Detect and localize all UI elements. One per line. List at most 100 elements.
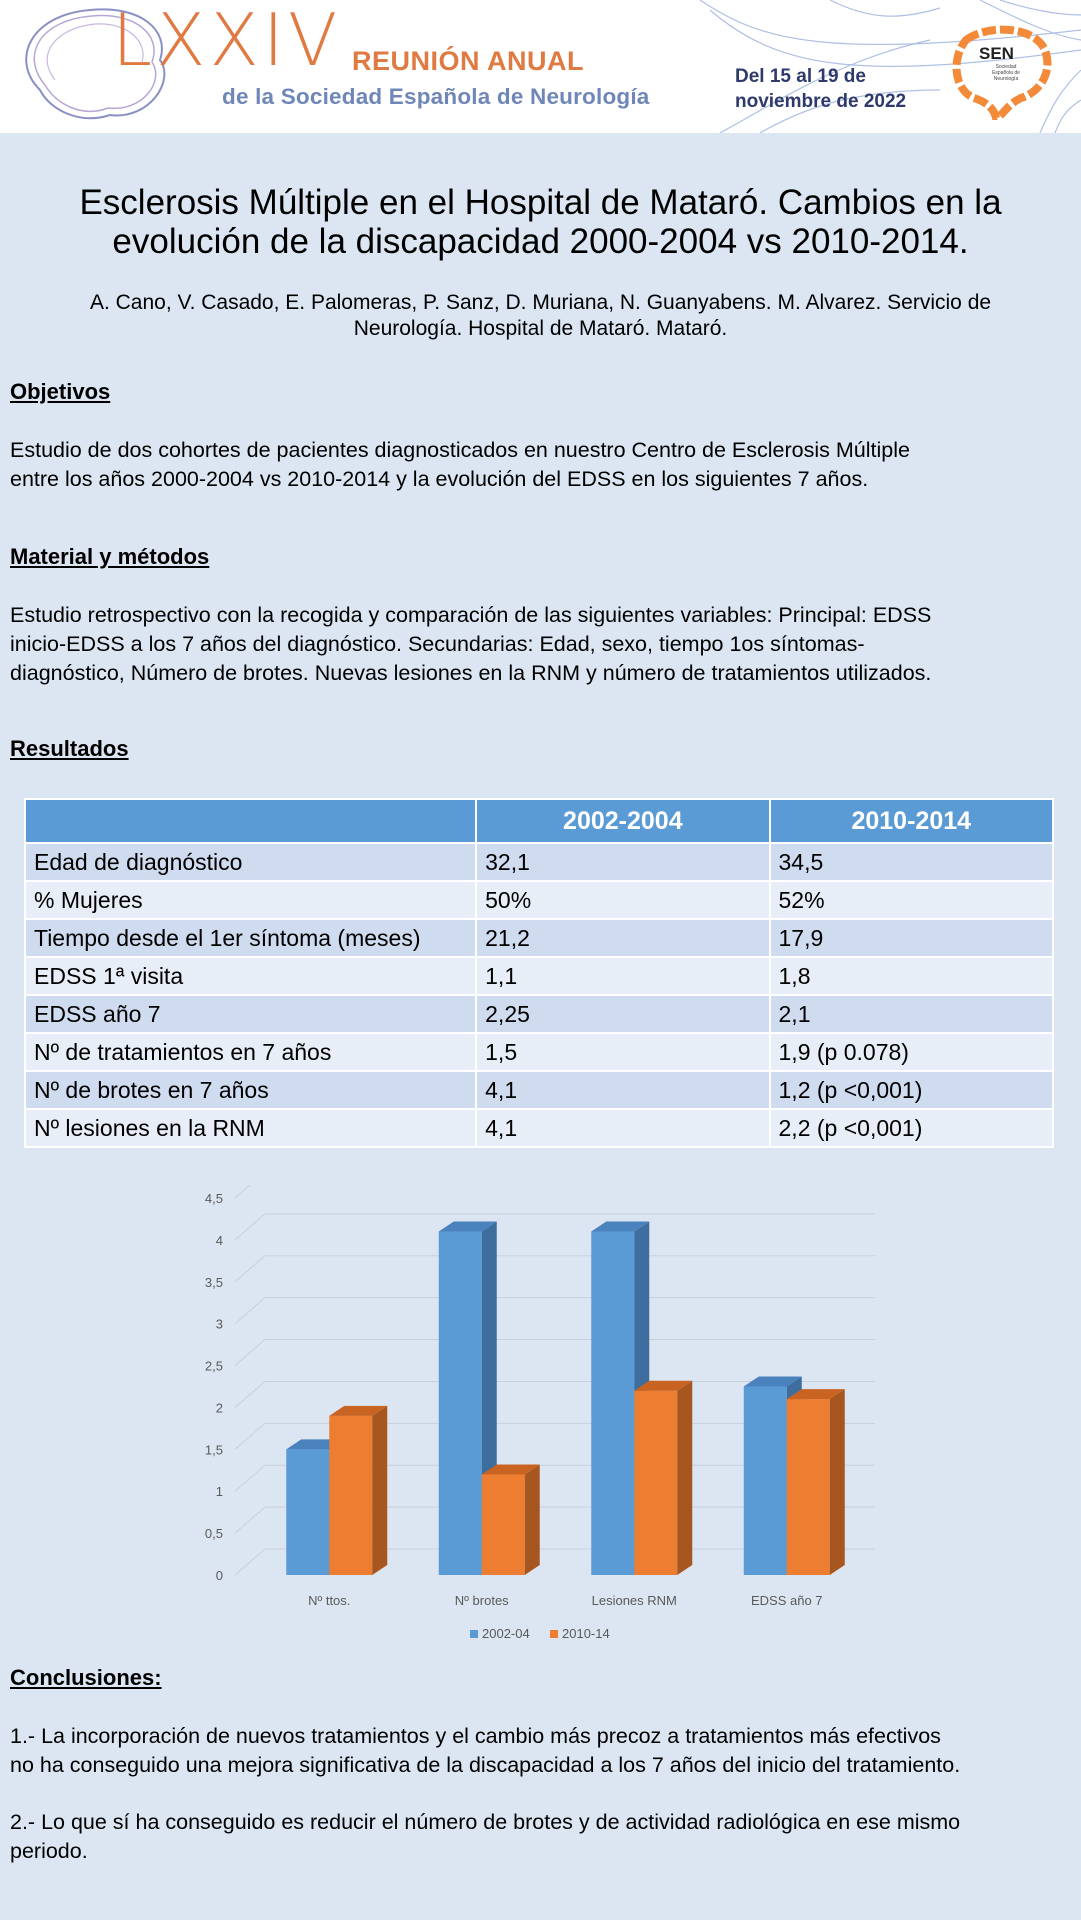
conclusion-2: 2.- Lo que sí ha conseguido es reducir e… bbox=[10, 1808, 1080, 1866]
bar-side bbox=[829, 1389, 845, 1575]
bar bbox=[786, 1399, 830, 1575]
bar-top bbox=[743, 1376, 802, 1387]
table-cell: 2,25 bbox=[475, 994, 771, 1034]
table-row: EDSS año 7 2,25 2,1 bbox=[23, 994, 1055, 1034]
table-cell: Nº de brotes en 7 años bbox=[23, 1070, 478, 1110]
gridline-side bbox=[234, 1548, 266, 1576]
resultados-heading: Resultados bbox=[10, 736, 129, 761]
objetivos-line-1: Estudio de dos cohortes de pacientes dia… bbox=[10, 438, 910, 462]
meeting-title: REUNIÓN ANUAL bbox=[352, 46, 584, 76]
bar-top bbox=[786, 1389, 845, 1400]
bar-side bbox=[524, 1464, 540, 1575]
title-line-2: evolución de la discapacidad 2000-2004 v… bbox=[112, 222, 969, 261]
table-cell: 2,2 (p <0,001) bbox=[768, 1108, 1055, 1148]
bar bbox=[438, 1231, 482, 1575]
sen-logo-icon bbox=[952, 25, 1052, 120]
table-header-cell: 2002-2004 bbox=[475, 798, 771, 844]
authors-line-1: A. Cano, V. Casado, E. Palomeras, P. San… bbox=[89, 291, 992, 314]
table-cell: 52% bbox=[768, 880, 1055, 920]
poster-title: Esclerosis Múltiple en el Hospital de Ma… bbox=[20, 183, 1061, 261]
x-tick-label: Lesiones RNM bbox=[592, 1593, 677, 1608]
bar-side bbox=[677, 1380, 693, 1575]
conclusion-1-line-2: no ha conseguido una mejora significativ… bbox=[10, 1753, 961, 1777]
table-cell: Nº lesiones en la RNM bbox=[23, 1108, 478, 1148]
x-tick-label: Nº ttos. bbox=[308, 1593, 350, 1608]
y-tick-label: 0,5 bbox=[205, 1526, 223, 1541]
y-tick-label: 2,5 bbox=[205, 1359, 223, 1374]
bar-top bbox=[481, 1464, 540, 1475]
table-cell: 4,1 bbox=[475, 1070, 771, 1110]
y-tick-label: 1 bbox=[216, 1484, 223, 1499]
table-cell: EDSS año 7 bbox=[23, 994, 478, 1034]
bar-side bbox=[372, 1405, 388, 1575]
gridline-side bbox=[234, 1255, 266, 1283]
bar bbox=[329, 1415, 373, 1575]
bar-top bbox=[438, 1221, 497, 1232]
table-cell: Nº de tratamientos en 7 años bbox=[23, 1032, 478, 1072]
legend-swatch bbox=[550, 1630, 558, 1638]
sen-logo-text: SEN bbox=[979, 44, 1014, 63]
conclusion-2-line-2: periodo. bbox=[10, 1839, 88, 1863]
results-table: 2002-2004 2010-2014 Edad de diagnóstico … bbox=[23, 798, 1055, 1148]
header-banner: LXXIV REUNIÓN ANUAL de la Sociedad Españ… bbox=[0, 0, 1081, 133]
results-bar-chart: 0 0,5 1 1,5 2 2,5 3 3,5 4 4,5 Nº ttos. Nº brotes Les… bbox=[205, 1185, 875, 1641]
table-cell: 32,1 bbox=[475, 842, 771, 882]
table-header-cell bbox=[23, 798, 478, 844]
metodos-heading: Material y métodos bbox=[10, 544, 210, 569]
table-cell: 4,1 bbox=[475, 1108, 771, 1148]
conclusiones-heading: Conclusiones: bbox=[10, 1665, 162, 1690]
metodos-line-2: inicio-EDSS a los 7 años del diagnóstico… bbox=[10, 632, 865, 656]
table-cell: 34,5 bbox=[768, 842, 1055, 882]
table-row: Nº lesiones en la RNM 4,1 2,2 (p <0,001) bbox=[23, 1108, 1055, 1148]
x-tick-label: EDSS año 7 bbox=[751, 1593, 823, 1608]
society-name: de la Sociedad Española de Neurología bbox=[222, 84, 650, 109]
gridline-side bbox=[234, 1213, 266, 1241]
bar bbox=[634, 1390, 678, 1575]
table-row: % Mujeres 50% 52% bbox=[23, 880, 1055, 920]
y-tick-label: 1,5 bbox=[205, 1442, 223, 1457]
objetivos-text: Estudio de dos cohortes de pacientes dia… bbox=[10, 436, 1075, 494]
bar-top bbox=[591, 1221, 650, 1232]
gridline-side bbox=[234, 1506, 266, 1534]
gridline-side bbox=[234, 1422, 266, 1450]
table-cell: Tiempo desde el 1er síntoma (meses) bbox=[23, 918, 478, 958]
conclusion-1-line-1: 1.- La incorporación de nuevos tratamien… bbox=[10, 1724, 941, 1748]
objetivos-line-2: entre los años 2000-2004 vs 2010-2014 y … bbox=[10, 467, 869, 491]
metodos-line-3: diagnóstico, Número de brotes. Nuevas le… bbox=[10, 661, 932, 685]
bar bbox=[743, 1386, 787, 1575]
gridline-side bbox=[234, 1381, 266, 1408]
gridline-side bbox=[234, 1297, 266, 1325]
table-row: Nº de tratamientos en 7 años 1,5 1,9 (p … bbox=[23, 1032, 1055, 1072]
bar bbox=[286, 1449, 330, 1575]
y-tick-label: 0 bbox=[216, 1568, 223, 1583]
objetivos-heading: Objetivos bbox=[10, 379, 111, 404]
title-line-1: Esclerosis Múltiple en el Hospital de Ma… bbox=[79, 183, 1002, 222]
authors-line-2: Neurología. Hospital de Mataró. Mataró. bbox=[353, 317, 728, 340]
table-row: EDSS 1ª visita 1,1 1,8 bbox=[23, 956, 1055, 996]
table-row: Edad de diagnóstico 32,1 34,5 bbox=[23, 842, 1055, 882]
table-header-row: 2002-2004 2010-2014 bbox=[23, 798, 1055, 844]
bar bbox=[591, 1231, 635, 1575]
authors: A. Cano, V. Casado, E. Palomeras, P. San… bbox=[12, 290, 1069, 342]
gridline-side bbox=[234, 1339, 266, 1366]
banner-decoration bbox=[25, 0, 1081, 133]
legend-swatch bbox=[470, 1630, 478, 1638]
table-cell: 2,1 bbox=[768, 994, 1055, 1034]
table-cell: 1,5 bbox=[475, 1032, 771, 1072]
legend-label: 2002-04 bbox=[482, 1626, 530, 1641]
table-row: Nº de brotes en 7 años 4,1 1,2 (p <0,001… bbox=[23, 1070, 1055, 1110]
table-cell: 1,8 bbox=[768, 956, 1055, 996]
table-cell: Edad de diagnóstico bbox=[23, 842, 478, 882]
x-tick-label: Nº brotes bbox=[455, 1593, 509, 1608]
y-tick-label: 2 bbox=[216, 1400, 223, 1415]
table-cell: 21,2 bbox=[475, 918, 771, 958]
table-cell: % Mujeres bbox=[23, 880, 478, 920]
roman-numeral: LXXIV bbox=[112, 0, 342, 82]
bar bbox=[481, 1474, 525, 1575]
metodos-text: Estudio retrospectivo con la recogida y … bbox=[10, 601, 1075, 688]
bar-top bbox=[634, 1380, 693, 1391]
table-cell: 1,2 (p <0,001) bbox=[768, 1070, 1055, 1110]
dates-line-1: Del 15 al 19 de bbox=[735, 66, 866, 87]
legend-label: 2010-14 bbox=[562, 1626, 610, 1641]
conclusion-1: 1.- La incorporación de nuevos tratamien… bbox=[10, 1722, 1080, 1780]
